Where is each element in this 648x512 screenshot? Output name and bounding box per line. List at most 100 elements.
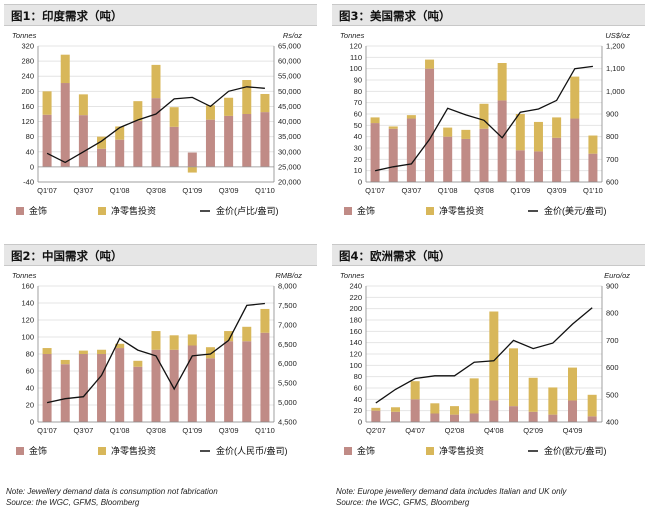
bar-jewellery xyxy=(60,83,70,167)
x-tick-label: Q3'09 xyxy=(219,186,239,195)
bar-jewellery xyxy=(115,348,125,422)
bar-jewellery xyxy=(406,118,416,182)
y-axis-title: Tonnes xyxy=(12,271,37,280)
panel-india-header: 图1：印度需求（吨） xyxy=(4,4,317,26)
bar-investment xyxy=(133,101,143,121)
y2-tick-label: 1,000 xyxy=(606,87,625,96)
x-tick-label: Q1'07 xyxy=(37,426,57,435)
bar-investment xyxy=(406,115,416,119)
bar-jewellery xyxy=(78,354,88,422)
y2-axis-title: US$/oz xyxy=(605,31,630,40)
y-tick-label: 80 xyxy=(354,372,362,381)
bar-jewellery xyxy=(410,399,420,422)
y-axis-title: Tonnes xyxy=(12,31,37,40)
x-tick-label: Q3'08 xyxy=(146,426,166,435)
y-tick-label: 100 xyxy=(21,333,34,342)
bar-jewellery xyxy=(151,349,161,422)
bar-investment xyxy=(587,394,597,417)
chart-usa: Tonnes US$/oz 0 10 20 30 40 50 60 70 80 90 100 110 120… xyxy=(340,31,630,216)
y-tick-label: 160 xyxy=(349,327,362,336)
y2-tick-label: 1,200 xyxy=(606,42,625,51)
bar-investment xyxy=(479,103,489,129)
bar-jewellery xyxy=(461,138,471,182)
x-tick-label: Q3'08 xyxy=(474,186,494,195)
y-tick-label: 60 xyxy=(26,367,34,376)
bar-investment xyxy=(533,121,543,152)
bar-jewellery xyxy=(242,341,252,422)
legend-swatch-jewellery xyxy=(344,207,352,215)
y-tick-label: 200 xyxy=(21,87,34,96)
bar-investment xyxy=(469,378,479,414)
y2-tick-label: 400 xyxy=(606,418,619,427)
y-tick-label: 30 xyxy=(354,144,362,153)
legend-label-price: 金价(欧元/盎司) xyxy=(544,445,607,456)
bar-investment xyxy=(224,97,234,116)
x-tick-label: Q1'07 xyxy=(37,186,57,195)
bar-jewellery xyxy=(133,120,143,167)
bar-investment xyxy=(410,381,420,400)
y2-tick-label: 800 xyxy=(606,309,619,318)
bar-investment xyxy=(242,326,252,342)
price-line xyxy=(46,302,265,404)
bar-jewellery xyxy=(509,406,518,422)
bar-investment xyxy=(169,107,179,127)
x-tick-label: Q1'10 xyxy=(583,186,603,195)
y-tick-label: 50 xyxy=(354,121,362,130)
y-tick-label: -40 xyxy=(23,178,34,187)
y-tick-label: 220 xyxy=(349,293,362,302)
bar-investment xyxy=(260,93,270,113)
bar-investment xyxy=(370,117,380,124)
chart-title: 图2：中国需求（吨） xyxy=(11,249,123,263)
x-tick-label: Q2'08 xyxy=(445,426,465,435)
bar-jewellery xyxy=(97,354,107,422)
legend-label-investment: 净零售投资 xyxy=(439,205,484,216)
y-tick-label: 140 xyxy=(21,299,34,308)
bar-investment xyxy=(588,135,598,154)
bar-jewellery xyxy=(42,354,52,422)
y-axis-title: Tonnes xyxy=(340,31,365,40)
y2-axis-title: Rs/oz xyxy=(283,31,302,40)
chart-india: Tonnes Rs/oz -40 0 40 80 120 160 200 240 280 320 20,… xyxy=(12,31,302,216)
chart-title: 图4：欧洲需求（吨） xyxy=(339,249,451,263)
y2-tick-label: 500 xyxy=(606,390,619,399)
x-tick-label: Q1'10 xyxy=(255,426,275,435)
panel-usa: 图3：美国需求（吨） Tonnes US$/oz 0 10 20 30 40 50 60 70 80… xyxy=(332,4,645,236)
bar-jewellery xyxy=(469,413,479,422)
y2-tick-label: 45,000 xyxy=(278,102,301,111)
bar-investment xyxy=(205,347,215,359)
y-tick-label: 40 xyxy=(354,132,362,141)
source-text: Source: the WGC, GFMS, Bloomberg xyxy=(336,498,470,507)
legend-label-jewellery: 金饰 xyxy=(357,205,375,216)
bar-investment xyxy=(443,127,453,137)
y-tick-label: 10 xyxy=(354,166,362,175)
legend-label-price: 金价(美元/盎司) xyxy=(544,205,607,216)
bar-jewellery xyxy=(515,150,525,182)
bar-investment xyxy=(151,331,161,350)
y-tick-label: 60 xyxy=(354,110,362,119)
bar-jewellery xyxy=(489,400,499,422)
bar-investment xyxy=(568,367,577,401)
y-tick-label: 110 xyxy=(350,53,362,62)
bar-investment xyxy=(97,349,107,354)
bar-investment xyxy=(42,91,52,115)
y-tick-label: 40 xyxy=(26,147,34,156)
legend-label-price: 金价(卢比/盎司) xyxy=(216,205,279,216)
bar-investment xyxy=(450,406,459,415)
y-tick-label: 140 xyxy=(349,338,362,347)
bar-investment xyxy=(42,348,52,354)
y-tick-label: 100 xyxy=(349,64,362,73)
bar-investment xyxy=(224,331,234,342)
bar-jewellery xyxy=(568,400,577,422)
bar-jewellery xyxy=(570,118,580,182)
y-tick-label: 240 xyxy=(21,72,34,81)
y-tick-label: 90 xyxy=(354,76,362,85)
bar-jewellery xyxy=(205,358,215,422)
x-tick-label: Q3'07 xyxy=(73,426,93,435)
bar-investment xyxy=(548,387,558,415)
x-tick-label: Q1'08 xyxy=(438,186,458,195)
y2-tick-label: 65,000 xyxy=(278,42,301,51)
bar-investment xyxy=(151,64,161,99)
y2-tick-label: 5,500 xyxy=(278,379,297,388)
bar-investment xyxy=(425,59,435,69)
bar-jewellery xyxy=(528,411,538,422)
